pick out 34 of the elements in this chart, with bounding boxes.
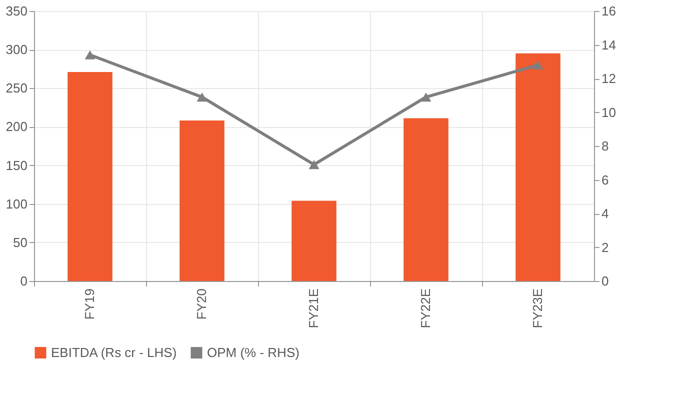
- bar: [68, 72, 112, 281]
- y2-tick-label: 4: [602, 206, 609, 221]
- y2-tick-label: 16: [602, 4, 616, 18]
- y2-tick-label: 10: [602, 104, 616, 120]
- y2-tick-label: 14: [602, 37, 616, 52]
- y2-tick-label: 6: [602, 172, 609, 188]
- y-tick-label: 300: [6, 42, 28, 58]
- y-tick-label: 250: [6, 80, 28, 96]
- legend-label: EBITDA (Rs cr - LHS): [51, 344, 177, 360]
- bar: [292, 200, 336, 281]
- y2-tick-label: 2: [602, 240, 609, 255]
- bar: [404, 118, 448, 281]
- point: [420, 92, 432, 102]
- y-tick-label: 50: [13, 234, 28, 250]
- y-tick-label: 350: [6, 4, 28, 18]
- point: [84, 50, 96, 60]
- y-tick-label: 200: [6, 119, 28, 134]
- y2-tick-label: 8: [602, 138, 609, 154]
- x-tick-label: FY20: [194, 288, 209, 320]
- x-tick-label: FY22E: [418, 288, 433, 328]
- legend-label: OPM (% - RHS): [207, 344, 300, 360]
- x-tick-label: FY21E: [306, 288, 321, 328]
- point: [308, 160, 320, 170]
- y2-tick-label: 0: [602, 274, 609, 288]
- x-tick-label: FY23E: [530, 288, 545, 328]
- point: [196, 92, 208, 102]
- x-tick-label: FY19: [82, 288, 97, 320]
- y-tick-label: 0: [20, 274, 28, 288]
- y-tick-label: 150: [6, 158, 28, 173]
- bar: [180, 120, 224, 281]
- bar: [516, 53, 560, 281]
- y2-tick-label: 12: [602, 71, 616, 86]
- y-tick-label: 100: [6, 196, 28, 212]
- point: [532, 60, 544, 70]
